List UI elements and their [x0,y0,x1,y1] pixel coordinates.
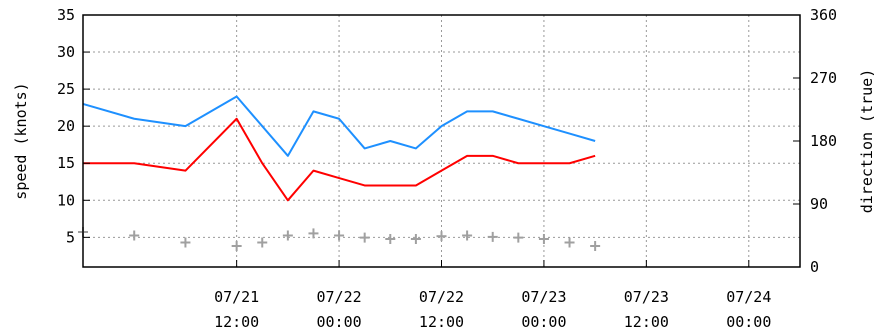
x-tick-label-date: 07/22 [419,288,464,306]
y-tick-label: 10 [57,191,75,209]
x-tick-label-date: 07/21 [214,288,259,306]
y2-tick-label: 90 [810,195,828,213]
x-tick-label-time: 12:00 [214,313,259,331]
direction-marker [564,237,575,248]
y2-axis-label: direction (true) [858,69,876,214]
y-tick-label: 30 [57,43,75,61]
y2-tick-label: 180 [810,132,837,150]
axes: 5 10 15 20 25 30 35 0 90 180 270 360 07/21 12:00 07/22… [57,6,837,331]
direction-marker [538,234,549,244]
direction-marker [590,241,601,251]
y2-tick-label: 360 [810,6,837,24]
direction-marker [257,237,268,248]
y-tick-label: 35 [57,6,75,24]
y-tick-label: 20 [57,117,75,135]
gust-speed-line [82,95,596,157]
y-tick-label: 5 [66,228,75,246]
y-tick-label: 25 [57,80,75,98]
direction-marker [180,237,191,248]
grid-lines [83,14,800,267]
direction-marker [487,231,498,242]
x-tick-label-date: 07/23 [624,288,669,306]
x-tick-label-time: 00:00 [316,313,361,331]
direction-marker [231,241,242,251]
direction-marker [462,230,473,241]
y2-tick-label: 270 [810,69,837,87]
direction-marker [129,230,140,241]
x-tick-label-time: 00:00 [521,313,566,331]
y-tick-label: 15 [57,154,75,172]
series-layer [78,95,601,251]
x-tick-label-time: 12:00 [624,313,669,331]
direction-marker [282,230,293,241]
y-axis-label: speed (knots) [12,82,30,199]
x-tick-label-date: 07/24 [726,288,771,306]
direction-marker [308,228,319,239]
x-tick-label-date: 07/23 [521,288,566,306]
direction-marker [359,232,370,243]
direction-marker [513,232,524,243]
wind-speed-line [83,117,596,202]
x-tick-label-time: 00:00 [726,313,771,331]
direction-marker [436,231,447,242]
x-tick-label-date: 07/22 [316,288,361,306]
direction-marker [385,234,396,244]
direction-marker [410,234,421,244]
x-tick-label-time: 12:00 [419,313,464,331]
y2-tick-label: 0 [810,258,819,276]
direction-marker [334,230,345,241]
